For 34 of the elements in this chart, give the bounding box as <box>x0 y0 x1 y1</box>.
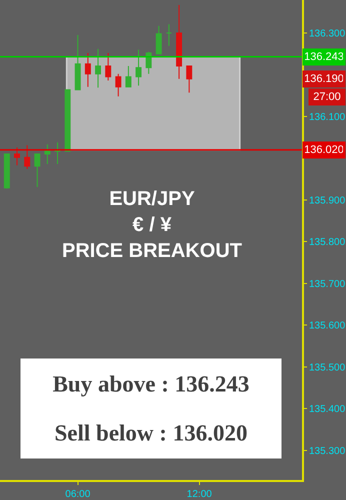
candlestick <box>166 24 172 46</box>
annotation: Sell below : 136.020 <box>54 420 248 446</box>
x-tick-label: 06:00 <box>65 489 91 500</box>
y-tick-label: 135.500 <box>309 362 346 374</box>
candlestick <box>44 144 50 165</box>
candlestick <box>95 48 102 88</box>
candlestick <box>14 146 20 166</box>
candlestick <box>74 34 81 90</box>
text: 27:00 <box>313 91 341 103</box>
candlestick <box>105 52 112 82</box>
candlestick <box>146 51 152 74</box>
y-tick-label: 135.900 <box>309 195 346 206</box>
candlestick <box>24 144 30 170</box>
annotation: Buy above : 136.243 <box>52 372 250 396</box>
candlestick <box>136 49 142 86</box>
candlestick <box>125 65 132 88</box>
y-tick-label: 136.300 <box>309 28 346 40</box>
candlestick <box>34 154 40 188</box>
candlestick <box>186 65 192 94</box>
y-tick-label: 135.800 <box>309 237 346 248</box>
y-tick-label: 136.100 <box>309 112 346 123</box>
y-tick-label: 135.300 <box>309 446 346 457</box>
text: EUR/JPY € / ¥ PRICE BREAKOUT <box>62 188 242 262</box>
candlestick <box>64 89 71 152</box>
candlestick <box>176 4 182 80</box>
y-tick-label: 135.600 <box>309 320 346 332</box>
candlestick <box>54 142 61 165</box>
x-tick-label: 12:00 <box>186 489 212 500</box>
candlestick <box>84 52 91 88</box>
y-tick-label: 135.400 <box>309 404 346 416</box>
candlestick <box>4 154 10 190</box>
candlestick <box>156 25 162 54</box>
candlestick <box>115 73 122 97</box>
y-tick-label: 135.700 <box>309 278 346 290</box>
